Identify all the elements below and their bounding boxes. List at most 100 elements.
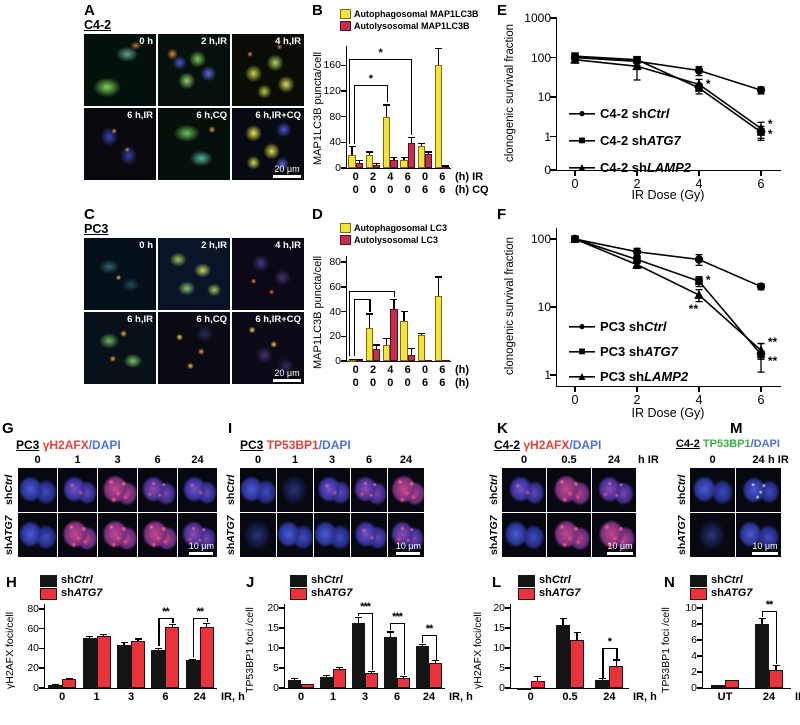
error-bar-cap <box>432 660 440 662</box>
micrograph: 6 h,IR <box>84 312 156 384</box>
x-tick-label: 0 <box>369 184 377 196</box>
scale-bar: 10 μm <box>752 541 778 555</box>
y-tick-label: 10 <box>537 90 551 105</box>
x-tick-label: 2 <box>369 364 377 376</box>
Autophagosomal MAP1LC3B-bar <box>383 117 391 168</box>
error-bar <box>420 143 422 146</box>
panel-M: M C4-2 TP53BP1/DAPI 0 24 h IR shCtrl shA… <box>652 420 798 568</box>
scale-bar: 10 μm <box>607 541 633 555</box>
error-bar-cap <box>348 146 356 148</box>
micrograph <box>388 468 424 512</box>
Autophagosomal MAP1LC3B-bar <box>400 160 408 168</box>
shATG7-bar <box>96 635 111 688</box>
x-tick-label: 24 <box>762 691 776 703</box>
sig-bracket <box>349 290 351 357</box>
cell-line-label: C4-2 <box>84 18 112 32</box>
y-tick <box>39 647 45 650</box>
error-bar <box>428 151 430 154</box>
error-bar-cap <box>134 638 142 640</box>
x-tick-label: 0 <box>352 377 359 389</box>
error-bar-cap <box>373 162 381 165</box>
Autophagosomal LC3-bar <box>365 327 373 361</box>
y-tick <box>279 627 285 629</box>
x-tick-label: 0 <box>571 393 579 407</box>
shCtrl-bar <box>151 650 166 688</box>
y-tick <box>550 169 557 171</box>
error-bar <box>386 105 388 118</box>
micrograph-label: 6 h,IR <box>127 314 153 325</box>
error-bar-cap <box>348 358 356 360</box>
y-tick-label: 15 <box>493 622 505 634</box>
error-bar <box>137 639 139 641</box>
y-tick <box>550 135 557 138</box>
error-bar-cap <box>355 159 363 161</box>
y-tick <box>550 238 557 240</box>
legend-label: shCtrl <box>311 574 343 586</box>
shctrl-swatch <box>690 574 707 587</box>
micrograph-grid: 0 h 2 h,IR 4 h,IR 6 h,IR 6 h,CQ 6 h,IR+C… <box>84 238 304 384</box>
x-tick-label: 0 <box>297 691 305 703</box>
shCtrl-bar <box>48 685 63 688</box>
panel-B: B Autophagosomal MAP1LC3B Autolysosomal … <box>298 2 489 204</box>
y-tick-label: 60 <box>27 622 39 635</box>
x-tick-label: 4 <box>695 177 703 191</box>
error-bar-cap <box>336 666 344 668</box>
shCtrl-bar <box>415 646 429 688</box>
micrograph: 4 h,IR <box>232 34 304 106</box>
y-tick <box>279 607 285 609</box>
error-bar <box>371 671 373 674</box>
error-bar <box>615 660 617 666</box>
error-bar <box>410 348 412 355</box>
Autophagosomal MAP1LC3B-bar <box>435 64 443 168</box>
autophagosomal-swatch <box>340 223 351 233</box>
micrograph-label: 6 h,IR+CQ <box>255 314 301 325</box>
x-tick-label: 6 <box>404 171 411 183</box>
shATG7-bar <box>165 626 180 688</box>
y-tick <box>505 687 511 689</box>
micrograph-label: 6 h,IR+CQ <box>255 110 301 121</box>
row-label-shctrl: shCtrl <box>488 474 500 506</box>
shCtrl-bar <box>287 680 301 688</box>
micrograph-grid: 0 h 2 h,IR 4 h,IR 6 h,IR 6 h,CQ 6 h,IR+C… <box>84 34 304 180</box>
x-tick-label: 6 <box>439 171 446 183</box>
y-tick-label: 15 <box>267 622 279 634</box>
sig-bracket <box>602 648 604 678</box>
x-axis-unit: (h) IR <box>455 171 484 183</box>
y-tick-label: 1 <box>544 129 551 144</box>
y-tick-label: 0 <box>499 682 505 694</box>
legend-label: Autophagosomal MAP1LC3B <box>354 9 479 19</box>
panel-letter-K: K <box>497 420 508 437</box>
error-bar <box>438 277 440 296</box>
sig-stars: * <box>767 116 773 131</box>
y-tick <box>341 335 347 338</box>
error-bar-cap <box>390 298 398 300</box>
error-bar <box>293 678 295 680</box>
row-label-shctrl: shCtrl <box>225 474 237 506</box>
legend-label: Autophagosomal LC3 <box>354 223 448 233</box>
panel-letter-H: H <box>6 574 17 591</box>
error-bar-cap <box>383 338 391 340</box>
sig-bracket <box>349 58 412 61</box>
y-tick <box>505 667 511 669</box>
micrograph: 6 h,IR+CQ 20 μm <box>232 108 304 180</box>
y-tick-label: 1000 <box>524 11 551 25</box>
micrograph <box>592 468 636 512</box>
time-unit-label: h IR <box>768 454 789 466</box>
sig-stars: ** <box>162 605 170 618</box>
bar-chart-J: 0 5 10 15 20 0 1 3 6 24 IR, h *** *** ** <box>267 601 473 703</box>
time-col-header: 6 <box>154 454 161 466</box>
shCtrl-bar <box>319 676 333 688</box>
x-axis-unit: (h) <box>455 377 470 389</box>
x-axis-label: IR Dose (Gy) <box>631 188 705 202</box>
sig-bracket <box>422 635 424 643</box>
x-tick-label: 0 <box>571 177 579 191</box>
y-tick <box>341 64 347 66</box>
x-tick-label: 0 <box>404 377 411 389</box>
y-tick <box>697 607 703 609</box>
x-tick-label: 6 <box>404 364 411 376</box>
error-bar-cap <box>365 151 373 153</box>
micrograph: 4 h,IR <box>232 238 304 310</box>
x-tick-label: 3 <box>127 691 135 703</box>
micrograph <box>547 513 591 557</box>
panel-E: E clonogenic survival fraction ● C4-2 shC… <box>462 2 798 202</box>
